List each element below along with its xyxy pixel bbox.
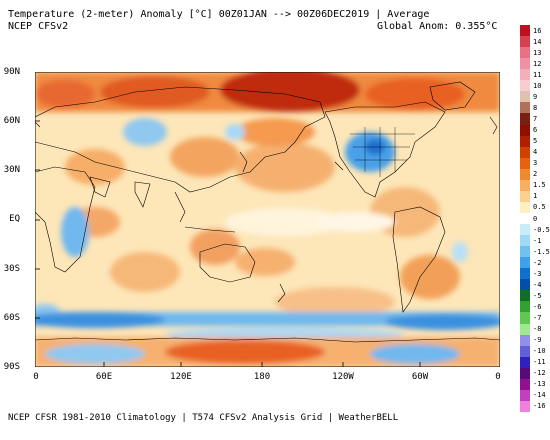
colorbar-swatch — [520, 323, 530, 336]
colorbar-label: -6 — [533, 302, 542, 311]
colorbar-label: 14 — [533, 37, 542, 46]
lat-label-30s: 30S — [3, 264, 20, 274]
colorbar-swatch — [520, 378, 530, 391]
colorbar-label: -12 — [533, 369, 546, 378]
colorbar-swatch — [520, 268, 530, 280]
colorbar-label: 4 — [533, 148, 538, 157]
colorbar-label: 5 — [533, 137, 538, 146]
colorbar-swatch — [520, 135, 530, 148]
colorbar-label: 1 — [533, 192, 538, 201]
colorbar-swatch — [520, 312, 530, 325]
colorbar-label: 6 — [533, 126, 538, 135]
colorbar-swatch — [520, 224, 530, 236]
colorbar-label: 3 — [533, 159, 538, 168]
colorbar-label: 8 — [533, 103, 538, 112]
footer-credit: NCEP CFSR 1981-2010 Climatology | T574 C… — [8, 413, 399, 423]
colorbar-label: -8 — [533, 325, 542, 334]
colorbar-label: 13 — [533, 48, 542, 57]
colorbar-swatch — [520, 290, 530, 302]
lon-label-60e: 60E — [95, 372, 113, 382]
colorbar-label: -2 — [533, 258, 542, 267]
chart-title: Temperature (2-meter) Anomaly [°C] 00Z01… — [8, 9, 430, 20]
colorbar-swatch — [520, 212, 530, 225]
lat-label-90n: 90N — [3, 67, 20, 77]
colorbar-label: -5 — [533, 291, 542, 300]
colorbar-swatch — [520, 124, 530, 137]
colorbar-swatch — [520, 80, 530, 92]
colorbar-label: -13 — [533, 380, 546, 389]
colorbar-label: 16 — [533, 26, 542, 35]
colorbar-label: 0 — [533, 214, 538, 223]
state-borders — [350, 127, 415, 177]
colorbar-swatch — [520, 279, 530, 291]
lon-label-120w: 120W — [332, 372, 354, 382]
anomaly-field — [35, 72, 500, 367]
colorbar-label: -9 — [533, 336, 542, 345]
colorbar-label: -11 — [533, 358, 546, 367]
colorbar-swatch — [520, 301, 530, 313]
colorbar-swatch — [520, 91, 530, 103]
axis-ticks — [35, 120, 421, 367]
colorbar-swatch — [520, 190, 530, 203]
colorbar-swatch — [520, 69, 530, 81]
colorbar-label: -1 — [533, 236, 542, 245]
lon-label-0-right: 0 — [495, 372, 501, 382]
colorbar-label: 12 — [533, 59, 542, 68]
colorbar-label: -14 — [533, 391, 546, 400]
colorbar-label: 11 — [533, 70, 542, 79]
lon-label-180: 180 — [253, 372, 271, 382]
colorbar-swatch — [520, 157, 530, 170]
colorbar-label: -4 — [533, 280, 542, 289]
colorbar-label: -3 — [533, 269, 542, 278]
lat-label-60s: 60S — [3, 313, 20, 323]
lat-label-60n: 60N — [3, 116, 20, 126]
anomaly-map — [35, 72, 500, 367]
colorbar-swatch — [520, 146, 530, 159]
colorbar-label: -7 — [533, 314, 542, 322]
colorbar-swatch — [520, 257, 530, 269]
colorbar-swatch — [520, 246, 530, 258]
colorbar-label: 1.5 — [533, 181, 546, 190]
colorbar-swatch — [520, 201, 530, 214]
model-label: NCEP CFSv2 — [8, 21, 69, 32]
colorbar-swatch — [520, 400, 530, 413]
lon-label-0: 0 — [33, 372, 39, 382]
colorbar-swatch — [520, 356, 530, 369]
colorbar-swatch — [520, 58, 530, 70]
colorbar-swatch — [520, 334, 530, 347]
colorbar-swatch — [520, 367, 530, 380]
colorbar-label: -1.5 — [533, 247, 550, 256]
colorbar-label: 0.5 — [533, 203, 546, 212]
colorbar-label: -10 — [533, 347, 546, 356]
colorbar-label: 2 — [533, 170, 538, 179]
colorbar-swatch — [520, 47, 530, 59]
colorbar-label: -0.5 — [533, 225, 550, 234]
colorbar-label: -16 — [533, 402, 546, 411]
colorbar-label: 7 — [533, 114, 538, 123]
colorbar-swatch — [520, 389, 530, 402]
lat-label-eq: EQ — [9, 214, 20, 224]
colorbar — [520, 25, 530, 413]
colorbar-swatch — [520, 25, 530, 37]
lon-label-60w: 60W — [411, 372, 429, 382]
colorbar-swatch — [520, 179, 530, 192]
lon-label-120e: 120E — [170, 372, 192, 382]
colorbar-swatch — [520, 235, 530, 247]
colorbar-swatch — [520, 102, 530, 114]
colorbar-swatch — [520, 113, 530, 125]
lat-label-90s: 90S — [3, 362, 20, 372]
colorbar-label: 9 — [533, 92, 538, 101]
global-anomaly: Global Anom: 0.355°C — [377, 21, 498, 32]
lat-label-30n: 30N — [3, 165, 20, 175]
colorbar-swatch — [520, 345, 530, 358]
colorbar-label: 10 — [533, 81, 542, 90]
colorbar-swatch — [520, 36, 530, 48]
colorbar-swatch — [520, 168, 530, 181]
